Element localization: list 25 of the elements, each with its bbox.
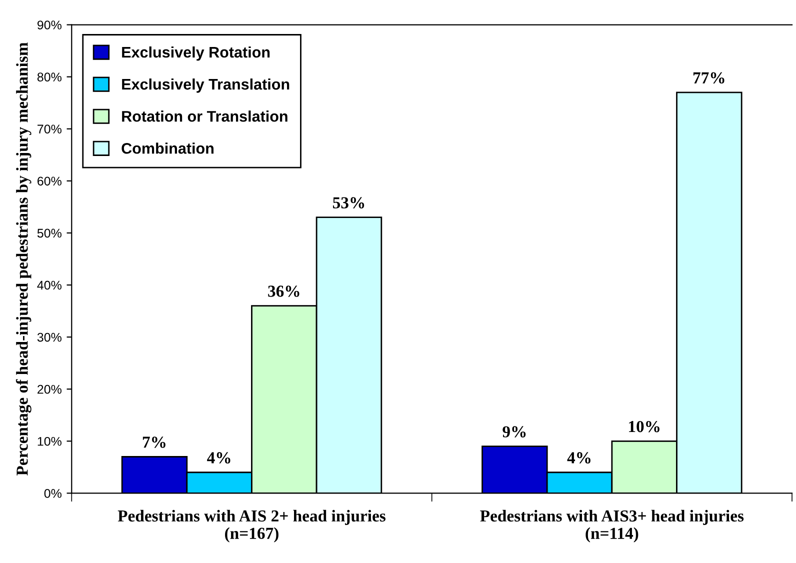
y-tick-label: 0%: [44, 488, 62, 498]
legend-label: Rotation or Translation: [122, 110, 288, 122]
data-label: 77%: [693, 72, 724, 84]
y-tick-label: 70%: [38, 124, 62, 134]
y-tick-label: 30%: [37, 332, 62, 342]
y-tick-label: 50%: [37, 228, 62, 238]
y-axis-title: Percentage of head-injured pedestrians by injury mechanism: [16, 42, 32, 476]
y-tick-label: 90%: [37, 20, 62, 30]
data-label: 36%: [268, 286, 300, 297]
data-label: 53%: [332, 197, 364, 208]
data-label: 7%: [142, 436, 166, 448]
y-tick-label: 40%: [37, 280, 62, 290]
y-tick-label: 80%: [37, 72, 62, 82]
data-label: 4%: [567, 452, 590, 464]
y-tick-label: 20%: [38, 384, 62, 394]
data-label: 10%: [629, 420, 660, 432]
y-tick-label: 60%: [38, 176, 62, 186]
x-tick-label: Pedestrians with AIS 2+ head injuries (n=167): [118, 510, 386, 542]
data-label: 9%: [502, 426, 526, 438]
legend-label: Combination: [122, 142, 214, 154]
y-tick-label: 10%: [38, 436, 62, 446]
data-label: 4%: [207, 452, 230, 464]
legend-label: Exclusively Rotation: [122, 46, 270, 61]
x-tick-label: Pedestrians with AIS3+ head injuries (n=114): [480, 510, 744, 542]
legend-label: Exclusively Translation: [122, 78, 290, 93]
